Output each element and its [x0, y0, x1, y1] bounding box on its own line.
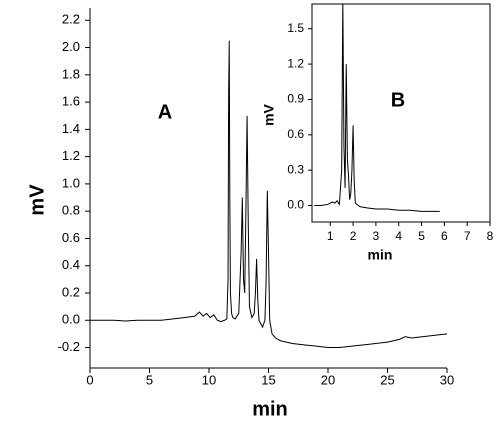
y-tick-label: 0.3	[287, 162, 304, 176]
y-tick-label: 1.4	[62, 121, 80, 136]
x-tick-label: 7	[464, 229, 471, 243]
x-tick-label: 4	[395, 229, 402, 243]
x-tick-label: 3	[373, 229, 380, 243]
x-tick-label: 5	[146, 372, 153, 387]
trace-line	[314, 4, 440, 212]
y-tick-label: 0.0	[287, 198, 304, 212]
y-tick-label: 0.4	[62, 257, 80, 272]
x-tick-label: 25	[380, 372, 394, 387]
y-tick-label: 1.0	[62, 175, 80, 190]
x-tick-label: 30	[440, 372, 454, 387]
y-tick-label: 1.2	[62, 148, 80, 163]
y-tick-label: 0.9	[287, 92, 304, 106]
x-tick-label: 6	[441, 229, 448, 243]
y-tick-label: 1.5	[287, 21, 304, 35]
panel-label: A	[158, 101, 172, 123]
y-tick-label: 1.8	[62, 66, 80, 81]
x-axis-label: min	[252, 398, 288, 420]
plot-frame	[311, 3, 491, 223]
x-tick-label: 1	[327, 229, 334, 243]
y-tick-label: 0.6	[62, 230, 80, 245]
y-tick-label: 0.6	[287, 127, 304, 141]
x-axis-label: min	[368, 247, 393, 263]
y-tick-label: 0.0	[62, 312, 80, 327]
y-tick-label: 2.2	[62, 12, 80, 27]
trace-line	[90, 40, 447, 349]
panel-label: B	[391, 89, 405, 111]
y-tick-label: 0.8	[62, 203, 80, 218]
x-tick-label: 8	[487, 229, 494, 243]
y-tick-label: 1.6	[62, 94, 80, 109]
y-tick-label: -0.2	[58, 339, 80, 354]
x-tick-label: 10	[202, 372, 216, 387]
x-tick-label: 5	[418, 229, 425, 243]
y-axis-label: mV	[261, 103, 277, 125]
x-tick-label: 2	[350, 229, 357, 243]
y-tick-label: 2.0	[62, 39, 80, 54]
x-tick-label: 0	[86, 372, 93, 387]
y-axis-label: mV	[26, 184, 48, 216]
y-tick-label: 0.2	[62, 284, 80, 299]
x-tick-label: 20	[321, 372, 335, 387]
x-tick-label: 15	[261, 372, 275, 387]
y-tick-label: 1.2	[287, 56, 304, 70]
